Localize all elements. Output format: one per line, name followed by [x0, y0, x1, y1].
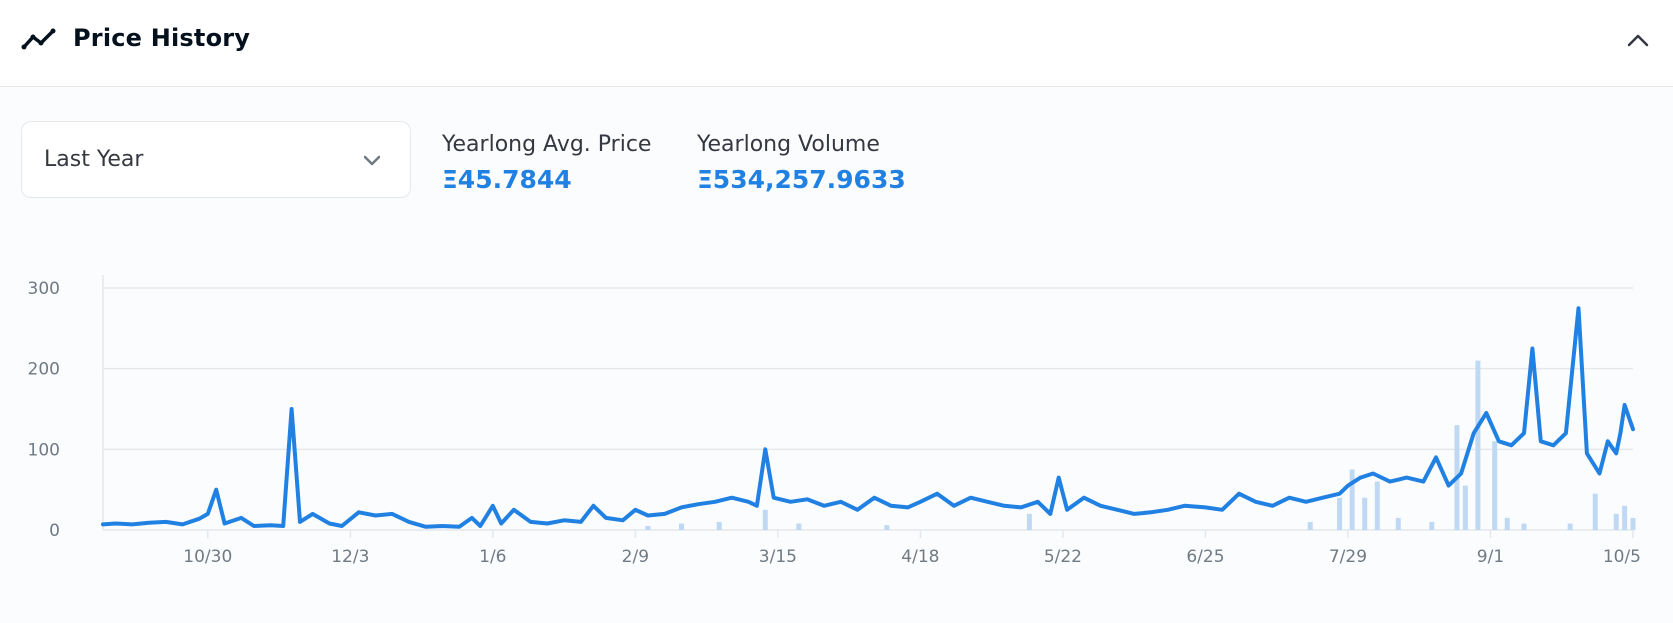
volume-bar	[1613, 513, 1619, 530]
chevron-down-icon	[363, 155, 381, 166]
volume-bar	[1395, 517, 1401, 530]
volume-bar	[1307, 521, 1313, 530]
volume-bar	[1592, 493, 1598, 530]
y-tick-label: 100	[28, 440, 60, 460]
x-tick-label: 2/9	[622, 547, 649, 567]
volume-bar	[1567, 523, 1573, 530]
x-tick-label: 10/30	[183, 547, 232, 567]
x-tick-label: 3/15	[759, 547, 797, 567]
avg-price-stat: Yearlong Avg. Price Ξ45.7844	[442, 131, 651, 196]
y-tick-label: 300	[28, 279, 60, 299]
time-range-select[interactable]: Last Year	[21, 121, 411, 198]
x-tick-label: 12/3	[331, 547, 369, 567]
price-history-chart[interactable]: 0 100 200 300 10/30 12/3 1/6 2/9 3/15 4/18 5/22 6/2…	[0, 260, 1673, 610]
trending-line-icon	[21, 28, 56, 50]
price-line[interactable]	[101, 306, 1635, 529]
chevron-up-icon[interactable]	[1622, 24, 1654, 56]
volume-bar	[884, 525, 890, 530]
volume-bar	[1374, 481, 1380, 530]
time-range-value: Last Year	[44, 147, 144, 172]
volume-bar	[1504, 517, 1510, 530]
volume-bar	[645, 525, 651, 530]
volume-bar	[1521, 523, 1527, 530]
avg-price-label: Yearlong Avg. Price	[442, 132, 652, 157]
volume-bar	[1349, 469, 1355, 530]
price-history-header[interactable]: Price History	[0, 0, 1673, 87]
avg-price-value: Ξ45.7844	[442, 165, 572, 194]
volume-label: Yearlong Volume	[697, 132, 880, 157]
volume-bar	[762, 509, 768, 530]
x-tick-label: 9/1	[1477, 547, 1504, 567]
volume-value: Ξ534,257.9633	[697, 165, 906, 194]
volume-bar	[1026, 513, 1032, 530]
volume-bar	[796, 523, 802, 530]
volume-bar	[1492, 441, 1498, 530]
volume-bar	[1475, 360, 1481, 530]
x-tick-label: 5/22	[1044, 547, 1082, 567]
volume-stat: Yearlong Volume Ξ534,257.9633	[697, 131, 906, 196]
volume-bar	[1630, 517, 1636, 530]
y-tick-label: 0	[49, 521, 60, 541]
x-tick-label: 1/6	[479, 547, 506, 567]
x-tick-label: 6/25	[1186, 547, 1224, 567]
volume-bar	[1622, 505, 1628, 530]
x-tick-label: 7/29	[1329, 547, 1367, 567]
x-tick-label: 4/18	[901, 547, 939, 567]
volume-bar	[1362, 497, 1368, 530]
volume-bar	[716, 521, 722, 530]
volume-bar	[1462, 485, 1468, 530]
x-tick-label: 10/5	[1603, 547, 1641, 567]
volume-bar	[1429, 521, 1435, 530]
y-tick-label: 200	[28, 360, 60, 380]
volume-bar	[678, 523, 684, 530]
panel-title: Price History	[73, 24, 251, 52]
volume-bar	[1337, 497, 1343, 530]
